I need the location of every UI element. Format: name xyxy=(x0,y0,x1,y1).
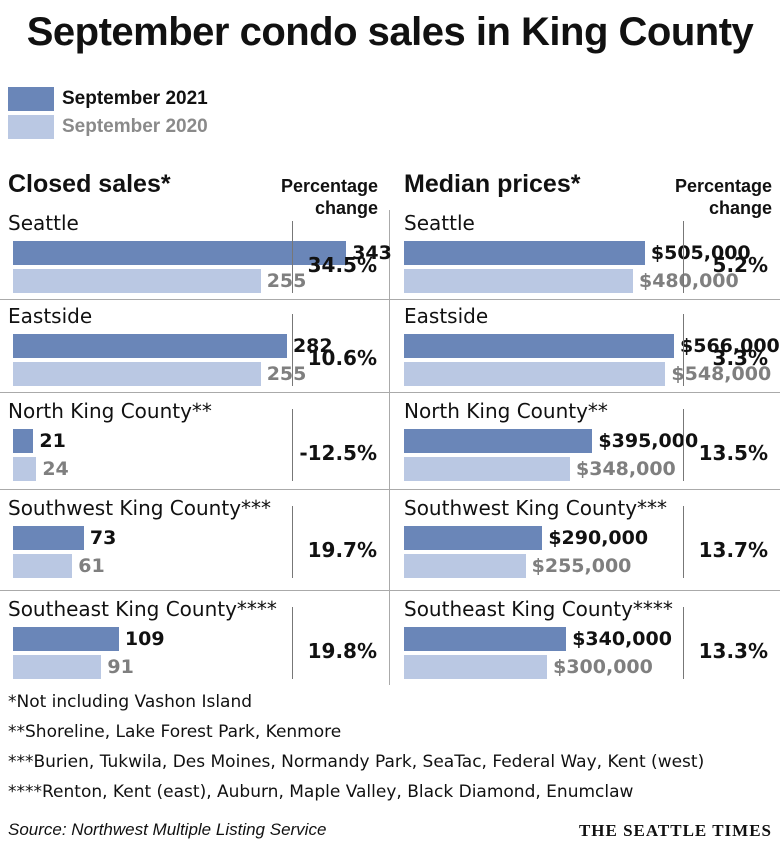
value-label-current-seattle: 343 xyxy=(352,242,392,264)
bar-current-seattle xyxy=(404,241,645,265)
brand-logo: THE SEATTLE TIMES xyxy=(578,821,772,840)
value-label-current-southeast-king-county: $340,000 xyxy=(572,628,672,650)
value-label-current-north-king-county: 21 xyxy=(39,430,66,452)
bar-previous-seattle xyxy=(13,269,261,293)
value-label-previous-eastside: 255 xyxy=(266,363,307,385)
bar-previous-north-king-county xyxy=(13,457,37,481)
bar-current-north-king-county xyxy=(404,429,593,453)
closed-sales-heading: Closed sales* xyxy=(8,170,171,198)
row-separator-line xyxy=(292,409,293,481)
region-label-southwest-king-county: Southwest King County*** xyxy=(404,496,668,520)
row-separator-line xyxy=(683,409,684,481)
bar-previous-southeast-king-county xyxy=(13,655,102,679)
row-separator-line xyxy=(683,506,684,578)
row-divider xyxy=(0,299,780,300)
region-label-seattle: Seattle xyxy=(8,211,79,235)
value-label-previous-seattle: 255 xyxy=(266,270,307,292)
region-label-eastside: Eastside xyxy=(8,304,93,328)
bar-previous-seattle xyxy=(404,269,633,293)
bar-current-seattle xyxy=(13,241,347,265)
value-label-current-eastside: 282 xyxy=(292,335,333,357)
row-separator-line xyxy=(292,506,293,578)
pct-heading-line1: Percentage xyxy=(674,176,772,196)
region-label-southeast-king-county: Southeast King County**** xyxy=(404,597,673,621)
value-label-previous-north-king-county: 24 xyxy=(42,458,69,480)
percent-change-southwest-king-county: 19.7% xyxy=(307,538,377,562)
bar-previous-southwest-king-county xyxy=(404,554,526,578)
row-separator-line xyxy=(292,607,293,679)
bar-current-southwest-king-county xyxy=(13,526,84,550)
footnote-4: ****Renton, Kent (east), Auburn, Maple V… xyxy=(8,782,634,802)
value-label-current-southwest-king-county: 73 xyxy=(89,527,117,549)
value-label-previous-southeast-king-county: 91 xyxy=(107,656,134,678)
region-label-southeast-king-county: Southeast King County**** xyxy=(8,597,277,621)
percent-change-eastside: 3.3% xyxy=(712,346,768,370)
bar-previous-eastside xyxy=(13,362,261,386)
bar-current-north-king-county xyxy=(13,429,34,453)
value-label-current-eastside: $566,000 xyxy=(680,335,780,357)
median-prices-heading: Median prices* xyxy=(404,170,581,198)
region-label-southwest-king-county: Southwest King County*** xyxy=(8,496,272,520)
footnote-1: *Not including Vashon Island xyxy=(8,692,253,712)
region-label-seattle: Seattle xyxy=(404,211,475,235)
footnote-2: **Shoreline, Lake Forest Park, Kenmore xyxy=(8,722,342,742)
legend-item-previous: September 2020 xyxy=(8,114,208,140)
legend-label-previous: September 2020 xyxy=(62,116,208,137)
percent-change-seattle: 5.2% xyxy=(712,253,768,277)
source-note: Source: Northwest Multiple Listing Servi… xyxy=(8,820,327,839)
row-divider xyxy=(0,392,780,393)
median-prices-pct-heading: Percentage change xyxy=(652,175,772,219)
row-separator-line xyxy=(683,607,684,679)
bar-previous-southeast-king-county xyxy=(404,655,548,679)
region-label-north-king-county: North King County** xyxy=(8,399,212,423)
row-separator-line xyxy=(683,314,684,386)
row-separator-line xyxy=(292,314,293,386)
row-divider xyxy=(0,489,780,490)
row-separator-line xyxy=(292,221,293,293)
row-separator-line xyxy=(683,221,684,293)
bar-current-southwest-king-county xyxy=(404,526,543,550)
bar-current-eastside xyxy=(13,334,287,358)
pct-heading-line1: Percentage xyxy=(280,176,378,196)
bar-previous-north-king-county xyxy=(404,457,570,481)
pct-heading-line2: change xyxy=(708,198,772,218)
percent-change-north-king-county: 13.5% xyxy=(698,441,768,465)
value-label-current-north-king-county: $395,000 xyxy=(598,430,699,452)
value-label-previous-eastside: $548,000 xyxy=(671,363,772,385)
bar-previous-southwest-king-county xyxy=(13,554,73,578)
pct-heading-line2: change xyxy=(314,198,378,218)
value-label-previous-southeast-king-county: $300,000 xyxy=(553,656,653,678)
value-label-current-seattle: $505,000 xyxy=(650,242,751,264)
column-divider xyxy=(389,210,390,685)
percent-change-southeast-king-county: 19.8% xyxy=(307,639,377,663)
bar-current-eastside xyxy=(404,334,674,358)
bar-previous-eastside xyxy=(404,362,666,386)
legend-item-current: September 2021 xyxy=(8,86,208,112)
row-divider xyxy=(0,590,780,591)
value-label-previous-southwest-king-county: 61 xyxy=(78,555,105,577)
value-label-previous-southwest-king-county: $255,000 xyxy=(531,555,632,577)
legend-swatch-previous xyxy=(8,115,54,139)
chart-title: September condo sales in King County xyxy=(26,10,754,54)
percent-change-seattle: 34.5% xyxy=(307,253,377,277)
percent-change-southeast-king-county: 13.3% xyxy=(698,639,768,663)
closed-sales-pct-heading: Percentage change xyxy=(258,175,378,219)
value-label-current-southwest-king-county: $290,000 xyxy=(548,527,649,549)
percent-change-north-king-county: -12.5% xyxy=(299,441,377,465)
region-label-north-king-county: North King County** xyxy=(404,399,608,423)
bar-current-southeast-king-county xyxy=(404,627,567,651)
value-label-previous-seattle: $480,000 xyxy=(638,270,739,292)
percent-change-southwest-king-county: 13.7% xyxy=(698,538,768,562)
legend-swatch-current xyxy=(8,87,54,111)
legend-label-current: September 2021 xyxy=(62,88,208,109)
percent-change-eastside: 10.6% xyxy=(307,346,377,370)
bar-current-southeast-king-county xyxy=(13,627,119,651)
value-label-current-southeast-king-county: 109 xyxy=(124,628,165,650)
value-label-previous-north-king-county: $348,000 xyxy=(576,458,676,480)
region-label-eastside: Eastside xyxy=(404,304,489,328)
footnote-3: ***Burien, Tukwila, Des Moines, Normandy… xyxy=(8,752,705,772)
